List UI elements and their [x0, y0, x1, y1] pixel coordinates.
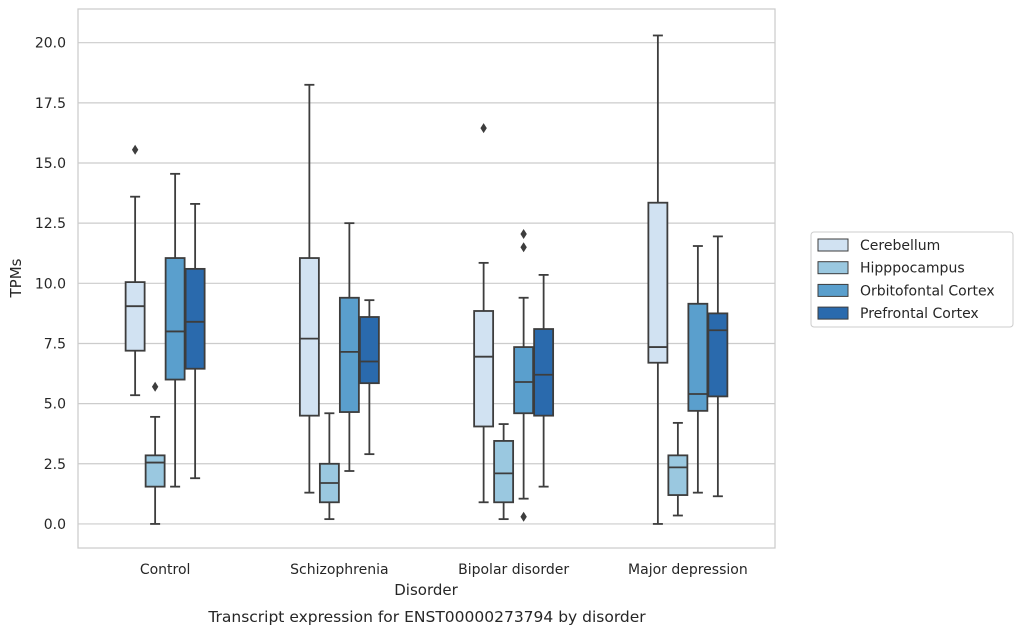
legend: Cerebellum Hipppocampus Orbitofontal Corte… — [810, 231, 1014, 328]
box-iqr — [687, 302, 709, 412]
box-cerebellum — [647, 34, 669, 525]
y-tick-label: 12.5 — [35, 216, 66, 232]
box-hipppocampus — [318, 412, 340, 521]
y-axis-label: TPMs — [7, 258, 25, 298]
x-axis-label: Disorder — [394, 581, 458, 599]
box-iqr — [144, 454, 166, 488]
box-orbitofontal-cortex — [338, 222, 360, 472]
legend-swatch — [817, 306, 849, 320]
outlier-point — [520, 242, 527, 253]
box-orbitofontal-cortex — [687, 245, 709, 494]
outlier-point — [480, 123, 487, 134]
box-cerebellum — [473, 123, 495, 504]
chart-caption: Transcript expression for ENST0000027379… — [207, 608, 646, 626]
box-iqr — [707, 312, 729, 398]
plot-frame — [77, 8, 776, 549]
box-hipppocampus — [144, 381, 166, 525]
box-iqr — [533, 328, 555, 417]
x-tick-label: Schizophrenia — [290, 562, 388, 578]
box-cerebellum — [298, 83, 320, 494]
box-hipppocampus — [667, 421, 689, 517]
box-orbitofontal-cortex — [513, 228, 535, 522]
box-iqr — [358, 316, 380, 385]
y-tick-label: 10.0 — [35, 276, 66, 292]
y-tick-label: 15.0 — [35, 156, 66, 172]
x-tick-label: Control — [140, 562, 191, 578]
box-orbitofontal-cortex — [164, 172, 186, 488]
legend-frame — [810, 231, 1014, 328]
legend-label: Hipppocampus — [860, 261, 965, 277]
x-tick-labels: Control Schizophrenia Bipolar disorder Majo… — [140, 562, 748, 578]
y-tick-label: 0.0 — [44, 517, 66, 533]
box-cerebellum — [124, 144, 146, 397]
box-hipppocampus — [493, 423, 515, 521]
y-tick-label: 20.0 — [35, 36, 66, 52]
outlier-point — [520, 511, 527, 522]
box-series — [124, 34, 729, 525]
box-iqr — [513, 346, 535, 415]
box-iqr — [647, 201, 669, 364]
legend-label: Prefrontal Cortex — [860, 306, 979, 322]
y-tick-label: 2.5 — [44, 457, 66, 473]
box-iqr — [667, 454, 689, 496]
box-iqr — [184, 267, 206, 370]
legend-swatch — [817, 261, 849, 275]
outlier-point — [131, 144, 139, 155]
box-prefrontal-cortex — [184, 203, 206, 480]
legend-swatch — [817, 238, 849, 252]
x-tick-label: Bipolar disorder — [458, 562, 569, 578]
outlier-point — [151, 381, 159, 392]
legend-swatch — [817, 283, 849, 297]
box-iqr — [473, 310, 495, 428]
box-prefrontal-cortex — [358, 299, 380, 456]
box-iqr — [124, 281, 146, 352]
y-tick-label: 5.0 — [44, 397, 66, 413]
box-iqr — [493, 440, 515, 504]
outlier-point — [520, 228, 527, 239]
y-tick-labels: 0.0 2.5 5.0 7.5 10.0 12.5 15.0 17.5 20.0 — [35, 36, 66, 533]
box-prefrontal-cortex — [707, 235, 729, 498]
box-iqr — [298, 257, 320, 417]
x-tick-label: Major depression — [628, 562, 748, 578]
legend-label: Cerebellum — [860, 238, 940, 254]
legend-label: Orbitofontal Cortex — [860, 283, 995, 299]
y-tick-label: 17.5 — [35, 96, 66, 112]
box-iqr — [338, 296, 360, 413]
y-tick-label: 7.5 — [44, 336, 66, 352]
box-iqr — [164, 257, 186, 381]
box-prefrontal-cortex — [533, 273, 555, 488]
